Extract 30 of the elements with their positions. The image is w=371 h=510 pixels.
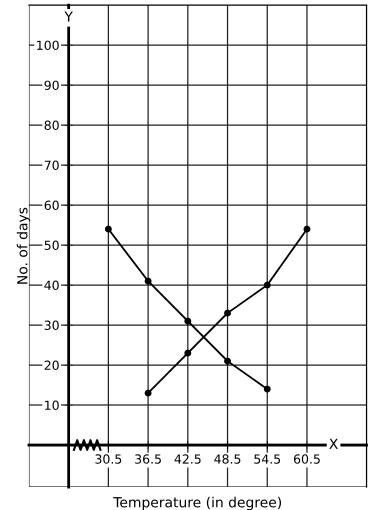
point: [104, 226, 112, 233]
y-tick-label: 60: [44, 200, 59, 210]
point: [184, 318, 192, 325]
y-tick-label: 40: [44, 280, 59, 290]
x-tick-label: 48.5: [214, 454, 240, 464]
x-tick-label: 30.5: [95, 454, 122, 464]
y-tick-label: 50: [44, 240, 59, 250]
annotation: X: [329, 438, 338, 449]
x-tick-label: 36.5: [135, 454, 161, 464]
y-axis-title: No. of days: [16, 208, 30, 284]
point: [144, 390, 152, 397]
x-tick-label: 60.5: [294, 454, 320, 464]
point: [224, 310, 232, 317]
y-tick-label: 80: [44, 120, 59, 130]
point: [224, 358, 232, 365]
point: [264, 282, 271, 289]
y-tick-label: 10: [45, 400, 59, 410]
x-tick-label: 42.5: [174, 454, 201, 464]
y-tick-label: 90: [44, 80, 59, 90]
y-tick-label: 20: [44, 360, 59, 370]
annotation: Y: [64, 12, 73, 22]
point: [264, 386, 271, 393]
y-tick-label: 30: [44, 320, 59, 330]
point: [303, 226, 310, 233]
x-tick-label: 54.5: [254, 454, 280, 464]
x-axis-title: Temperature (in degree): [113, 496, 282, 510]
point: [184, 350, 192, 357]
point: [144, 278, 152, 285]
y-tick-label: 70: [44, 160, 59, 170]
y-tick-label: 100: [37, 40, 59, 50]
